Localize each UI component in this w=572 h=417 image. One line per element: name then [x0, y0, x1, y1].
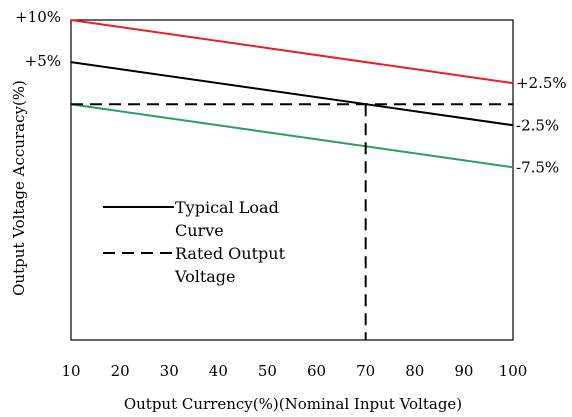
left-axis-label: +10% — [15, 8, 61, 26]
legend-label: Rated Output — [175, 244, 286, 263]
series-line-typical — [70, 61, 514, 127]
legend: Typical Load Curve Rated Output Voltage — [103, 198, 286, 286]
x-tick-label: 90 — [454, 362, 473, 380]
legend-label: Curve — [175, 221, 224, 240]
legend-label: Typical Load — [175, 198, 279, 217]
x-tick-label: 100 — [499, 362, 528, 380]
right-axis-label: +2.5% — [516, 74, 567, 92]
x-tick-label: 10 — [61, 362, 80, 380]
x-tick-label: 20 — [111, 362, 130, 380]
x-axis-ticks: 10 20 30 40 50 60 70 80 90 100 — [61, 362, 527, 380]
x-tick-label: 40 — [209, 362, 228, 380]
legend-label: Voltage — [174, 267, 236, 286]
left-axis-labels: +10% +5% — [15, 8, 61, 70]
series-line-upper — [70, 19, 514, 85]
x-tick-label: 70 — [356, 362, 375, 380]
x-tick-label: 80 — [405, 362, 424, 380]
plot-border — [70, 19, 514, 341]
series-line-lower — [70, 103, 514, 169]
x-tick-label: 30 — [160, 362, 179, 380]
x-axis-title: Output Currency(%)(Nominal Input Voltage… — [124, 395, 462, 413]
series-lines — [70, 19, 514, 340]
right-axis-label: -2.5% — [516, 116, 559, 134]
right-axis-labels: +2.5% -2.5% -7.5% — [516, 74, 567, 176]
plot-frame — [70, 19, 514, 341]
y-axis-title: Output Voltage Accuracy(%) — [10, 80, 28, 296]
x-tick-label: 60 — [307, 362, 326, 380]
right-axis-label: -7.5% — [516, 158, 559, 176]
x-tick-label: 50 — [258, 362, 277, 380]
left-axis-label: +5% — [25, 52, 61, 70]
